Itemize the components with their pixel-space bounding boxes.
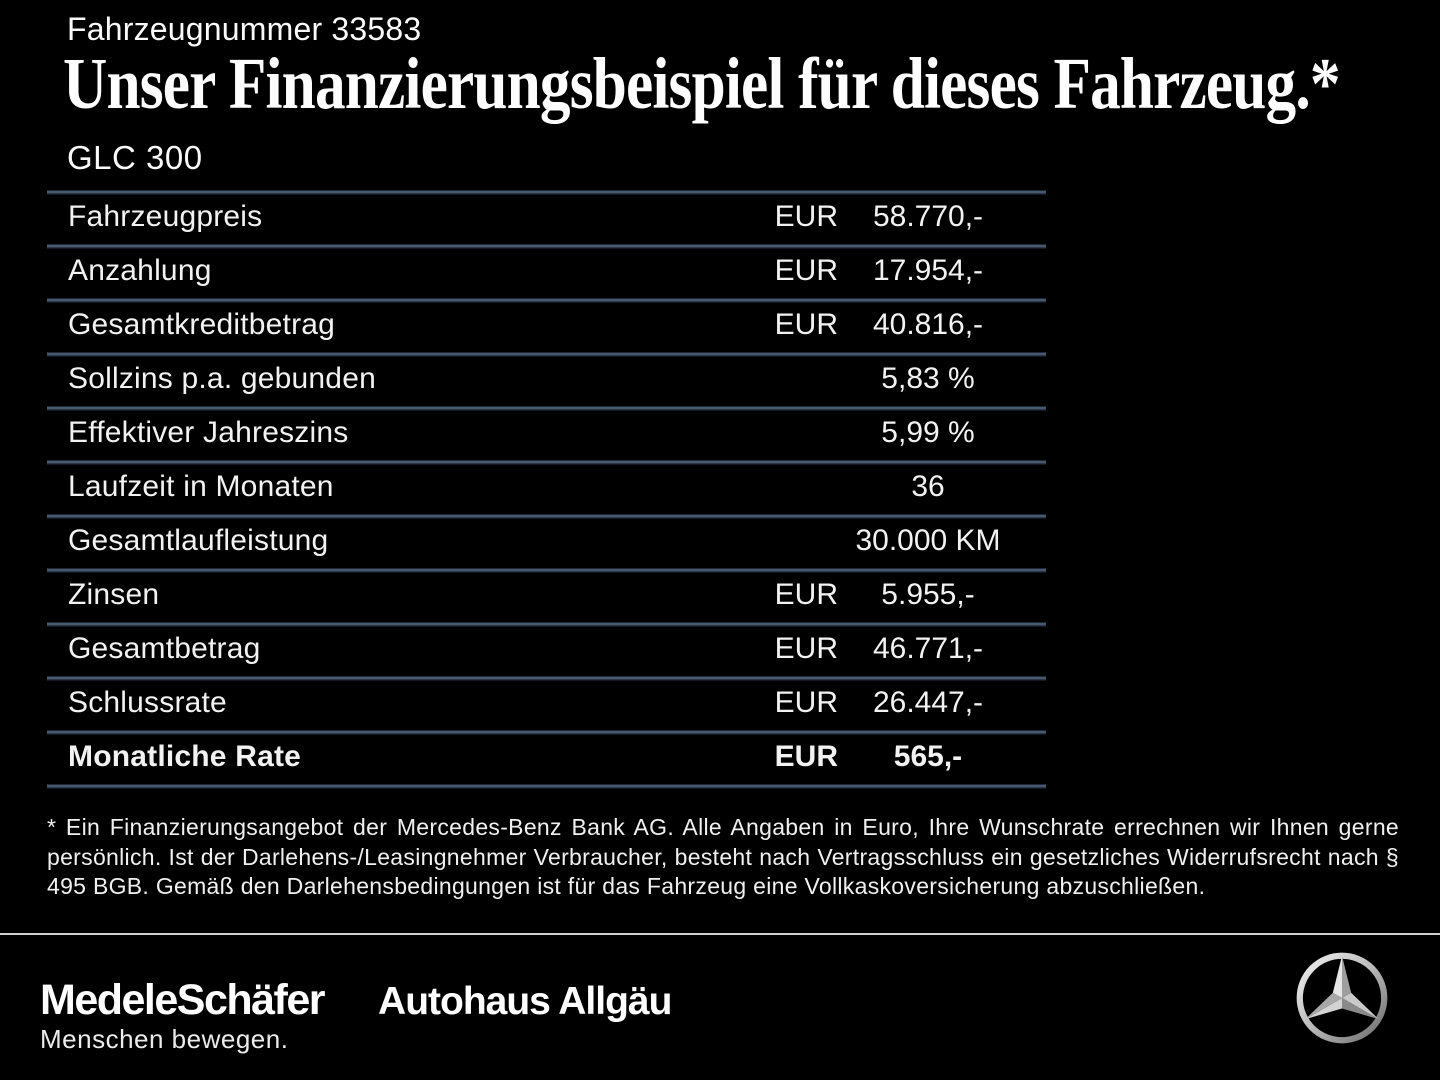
table-row: Gesamtbetrag EUR 46.771,- bbox=[47, 622, 1046, 676]
row-value: 36 bbox=[911, 470, 945, 503]
row-label: Effektiver Jahreszins bbox=[68, 416, 349, 449]
row-currency: EUR bbox=[774, 632, 838, 665]
row-currency: EUR bbox=[774, 200, 838, 233]
row-value: 5,99 % bbox=[881, 416, 975, 449]
table-row: Gesamtkreditbetrag EUR 40.816,- bbox=[47, 298, 1046, 352]
table-row: Monatliche Rate EUR 565,- bbox=[47, 730, 1046, 784]
row-value: 5.955,- bbox=[881, 578, 975, 611]
row-label: Sollzins p.a. gebunden bbox=[68, 362, 376, 395]
dealer-logo-autohaus-allgaeu: Autohaus Allgäu bbox=[378, 980, 672, 1023]
table-row: Schlussrate EUR 26.447,- bbox=[47, 676, 1046, 730]
table-row: Gesamtlaufleistung 30.000 KM bbox=[47, 514, 1046, 568]
row-label: Zinsen bbox=[68, 578, 160, 611]
row-label: Gesamtkreditbetrag bbox=[68, 308, 336, 341]
row-value: 5,83 % bbox=[881, 362, 975, 395]
financing-footnote: * Ein Finanzierungsangebot der Mercedes-… bbox=[47, 814, 1399, 899]
row-currency: EUR bbox=[774, 308, 838, 341]
financing-table: Fahrzeugpreis EUR 58.770,- Anzahlung EUR… bbox=[47, 190, 1046, 789]
page-title: Unser Finanzierungsbeispiel für dieses F… bbox=[63, 43, 1341, 124]
table-row: Anzahlung EUR 17.954,- bbox=[47, 244, 1046, 298]
table-row: Fahrzeugpreis EUR 58.770,- bbox=[47, 190, 1046, 244]
table-row: Sollzins p.a. gebunden 5,83 % bbox=[47, 352, 1046, 406]
footer: MedeleSchäfer Autohaus Allgäu Menschen b… bbox=[0, 936, 1440, 1080]
model-name: GLC 300 bbox=[67, 139, 203, 176]
row-currency: EUR bbox=[774, 686, 838, 719]
row-label: Monatliche Rate bbox=[68, 740, 302, 773]
row-value: 565,- bbox=[893, 740, 963, 773]
row-label: Fahrzeugpreis bbox=[68, 200, 263, 233]
row-value: 26.447,- bbox=[872, 686, 984, 719]
row-value: 17.954,- bbox=[872, 254, 984, 287]
row-value: 30.000 KM bbox=[855, 524, 1001, 557]
dealer-logo-medele-schaefer: MedeleSchäfer bbox=[40, 976, 326, 1024]
vehicle-number: Fahrzeugnummer 33583 bbox=[67, 11, 422, 47]
table-row: Effektiver Jahreszins 5,99 % bbox=[47, 406, 1046, 460]
row-label: Gesamtbetrag bbox=[68, 632, 261, 665]
dealer-tagline: Menschen bewegen. bbox=[40, 1024, 289, 1054]
row-value: 58.770,- bbox=[872, 200, 984, 233]
row-value: 40.816,- bbox=[872, 308, 984, 341]
dealer-logos: MedeleSchäfer Autohaus Allgäu bbox=[40, 976, 672, 1025]
row-label: Gesamtlaufleistung bbox=[68, 524, 329, 557]
row-label: Schlussrate bbox=[68, 686, 227, 719]
row-value: 46.771,- bbox=[872, 632, 984, 665]
row-label: Laufzeit in Monaten bbox=[68, 470, 334, 503]
row-label: Anzahlung bbox=[68, 254, 212, 287]
mercedes-star-icon bbox=[1296, 952, 1388, 1044]
footer-divider bbox=[0, 933, 1440, 935]
table-row: Laufzeit in Monaten 36 bbox=[47, 460, 1046, 514]
row-currency: EUR bbox=[774, 254, 838, 287]
row-currency: EUR bbox=[774, 740, 838, 773]
row-currency: EUR bbox=[774, 578, 838, 611]
table-row: Zinsen EUR 5.955,- bbox=[47, 568, 1046, 622]
